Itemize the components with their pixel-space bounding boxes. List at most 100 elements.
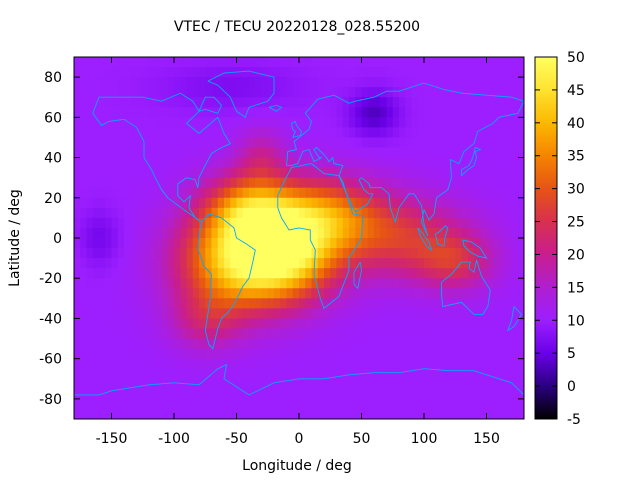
heatmap-cell: [461, 378, 469, 390]
heatmap-cell: [236, 388, 244, 400]
heatmap-cell: [474, 348, 481, 360]
heatmap-cell: [442, 398, 450, 410]
heatmap-cell: [299, 258, 306, 269]
heatmap-cell: [292, 238, 300, 249]
heatmap-cell: [380, 117, 388, 128]
heatmap-cell: [161, 408, 169, 419]
heatmap-cell: [311, 107, 319, 118]
heatmap-cell: [330, 378, 338, 390]
colorbar-tick-label: 5: [567, 346, 576, 362]
heatmap-cell: [349, 57, 356, 68]
heatmap-cell: [324, 378, 331, 390]
heatmap-cell: [486, 127, 494, 139]
heatmap-cell: [430, 167, 438, 179]
heatmap-cell: [155, 398, 163, 410]
heatmap-cell: [117, 258, 125, 269]
heatmap-cell: [111, 57, 119, 68]
heatmap-cell: [186, 348, 194, 360]
heatmap-cell: [211, 167, 219, 179]
heatmap-cell: [224, 388, 231, 400]
heatmap-cell: [199, 368, 206, 380]
heatmap-cell: [342, 378, 350, 390]
heatmap-cell: [317, 308, 325, 320]
heatmap-cell: [86, 217, 94, 229]
heatmap-cell: [130, 177, 138, 189]
heatmap-cell: [86, 117, 94, 128]
heatmap-cell: [117, 298, 125, 309]
heatmap-cell: [242, 378, 250, 390]
heatmap-cell: [311, 408, 319, 419]
heatmap-cell: [117, 67, 125, 78]
heatmap-cell: [217, 57, 225, 68]
heatmap-cell: [230, 127, 238, 139]
heatmap-cell: [380, 348, 388, 360]
heatmap-cell: [217, 278, 225, 289]
heatmap-cell: [299, 308, 306, 320]
heatmap-cell: [355, 97, 363, 108]
heatmap-cell: [130, 268, 138, 279]
heatmap-cell: [186, 87, 194, 98]
heatmap-cell: [199, 308, 206, 320]
heatmap-cell: [424, 157, 431, 169]
heatmap-cell: [486, 147, 494, 159]
heatmap-cell: [311, 227, 319, 239]
heatmap-cell: [80, 147, 88, 159]
heatmap-cell: [274, 57, 281, 68]
heatmap-cell: [236, 238, 244, 249]
heatmap-cell: [149, 117, 156, 128]
heatmap-cell: [74, 137, 81, 149]
heatmap-cell: [192, 197, 200, 209]
heatmap-cell: [499, 308, 506, 320]
heatmap-cell: [430, 388, 438, 400]
heatmap-cell: [292, 137, 300, 149]
heatmap-cell: [124, 238, 131, 249]
heatmap-cell: [386, 268, 394, 279]
heatmap-cell: [224, 87, 231, 98]
heatmap-cell: [161, 57, 169, 68]
heatmap-cell: [442, 77, 450, 88]
heatmap-cell: [186, 268, 194, 279]
heatmap-cell: [392, 288, 400, 299]
heatmap-cell: [367, 308, 375, 320]
heatmap-cell: [480, 207, 488, 219]
heatmap-cell: [417, 278, 425, 289]
heatmap-cell: [161, 97, 169, 108]
heatmap-cell: [449, 57, 456, 68]
heatmap-cell: [292, 227, 300, 239]
heatmap-cell: [405, 408, 413, 419]
heatmap-cell: [111, 378, 119, 390]
heatmap-cell: [155, 97, 163, 108]
heatmap-cell: [449, 338, 456, 350]
heatmap-cell: [274, 328, 281, 340]
heatmap-cell: [130, 408, 138, 419]
heatmap-cell: [274, 217, 281, 229]
heatmap-cell: [305, 67, 313, 78]
heatmap-cell: [136, 338, 144, 350]
colorbar-tick-label: -5: [567, 412, 581, 428]
heatmap-cell: [124, 167, 131, 179]
heatmap-cell: [236, 348, 244, 360]
heatmap-cell: [224, 147, 231, 159]
heatmap-cell: [405, 338, 413, 350]
heatmap-cell: [436, 378, 444, 390]
heatmap-cell: [436, 77, 444, 88]
heatmap-cell: [330, 248, 338, 259]
heatmap-cell: [399, 107, 406, 118]
heatmap-cell: [342, 278, 350, 289]
heatmap-cell: [205, 298, 213, 309]
heatmap-cell: [399, 408, 406, 419]
heatmap-cell: [192, 358, 200, 370]
heatmap-cell: [186, 338, 194, 350]
heatmap-cell: [261, 388, 269, 400]
heatmap-cell: [124, 388, 131, 400]
heatmap-cell: [467, 127, 475, 139]
heatmap-cell: [230, 97, 238, 108]
heatmap-cell: [374, 278, 381, 289]
heatmap-cell: [86, 197, 94, 209]
heatmap-cell: [86, 167, 94, 179]
heatmap-cell: [286, 268, 294, 279]
heatmap-cell: [505, 368, 513, 380]
heatmap-cell: [180, 278, 188, 289]
heatmap-cell: [455, 97, 463, 108]
heatmap-cell: [80, 207, 88, 219]
